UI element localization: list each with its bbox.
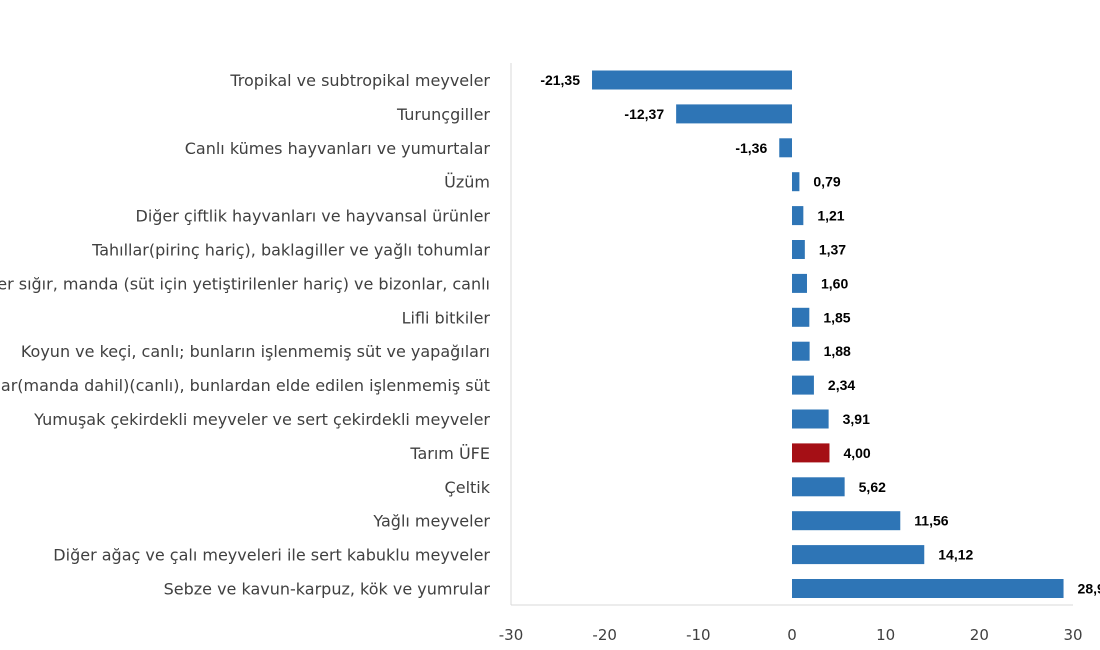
data-label: 0,79 [813, 174, 840, 190]
data-label: 11,56 [914, 513, 948, 529]
bar [792, 172, 800, 192]
data-label: 1,60 [821, 275, 848, 291]
data-label: 3,91 [843, 411, 870, 427]
data-label: -21,35 [540, 72, 580, 88]
category-label: Tarım ÜFE [409, 444, 490, 463]
bar [792, 579, 1064, 598]
value-labels: -21,35 -12,37 -1,36 0,79 1,21 1,37 1,60 1,85 1,8… [540, 72, 1100, 597]
x-tick-label: -10 [686, 626, 711, 644]
data-label: 1,21 [817, 208, 844, 224]
bar [792, 477, 845, 497]
chart-bars [592, 70, 1064, 598]
bar [792, 240, 805, 259]
category-label: Turunçgiller [396, 105, 490, 124]
bar [792, 409, 829, 429]
bar [792, 206, 804, 226]
x-tick-label: 10 [876, 626, 895, 644]
category-label: Diğer çiftlik hayvanları ve hayvansal ür… [136, 207, 491, 226]
category-label: Yumuşak çekirdekli meyveler ve sert çeki… [33, 410, 490, 429]
category-label: Tahıllar(pirinç hariç), baklagiller ve y… [91, 241, 490, 260]
x-tick-labels: -30 -20 -10 0 10 20 30 [499, 626, 1083, 644]
data-label: 1,37 [819, 242, 846, 258]
data-label: 5,62 [859, 479, 886, 495]
bar [792, 511, 901, 531]
bar [792, 273, 807, 293]
data-label: 1,88 [824, 343, 851, 359]
category-labels: Tropikal ve subtropikal meyveler Turunçgi… [0, 71, 491, 599]
category-label: Diğer sığır, manda (süt için yetiştirile… [0, 274, 490, 293]
chart-axes [510, 63, 1073, 606]
data-label: -1,36 [735, 140, 767, 156]
bar [792, 341, 810, 361]
x-tick-label: -20 [592, 626, 617, 644]
category-label: Canlı kümes hayvanları ve yumurtalar [185, 139, 491, 158]
x-tick-label: 0 [787, 626, 797, 644]
category-label: Tropikal ve subtropikal meyveler [229, 71, 490, 90]
bar [779, 138, 792, 158]
bar [792, 443, 830, 463]
bar [592, 70, 792, 90]
data-label: 2,34 [828, 377, 855, 393]
x-tick-label: 20 [970, 626, 989, 644]
data-label: 4,00 [843, 445, 870, 461]
data-label: -12,37 [624, 106, 664, 122]
data-label: 1,85 [823, 309, 850, 325]
category-label: Diğer ağaç ve çalı meyveleri ile sert ka… [53, 546, 490, 565]
data-label: 14,12 [938, 547, 973, 563]
bar [792, 545, 925, 565]
x-tick-label: 30 [1063, 626, 1082, 644]
data-label: 28,99 [1078, 581, 1100, 597]
category-label: Çeltik [445, 478, 491, 497]
category-label: Yağlı meyveler [372, 512, 490, 531]
category-label: Sığırlar(manda dahil)(canlı), bunlardan … [0, 376, 490, 395]
category-label: Sebze ve kavun-karpuz, kök ve yumrular [164, 580, 491, 599]
bar [676, 104, 792, 124]
category-label: Koyun ve keçi, canlı; bunların işlenmemi… [21, 342, 490, 361]
bar [792, 375, 814, 395]
x-tick-label: -30 [499, 626, 524, 644]
category-label: Üzüm [444, 173, 490, 192]
bar [792, 307, 810, 327]
category-label: Lifli bitkiler [402, 308, 491, 327]
